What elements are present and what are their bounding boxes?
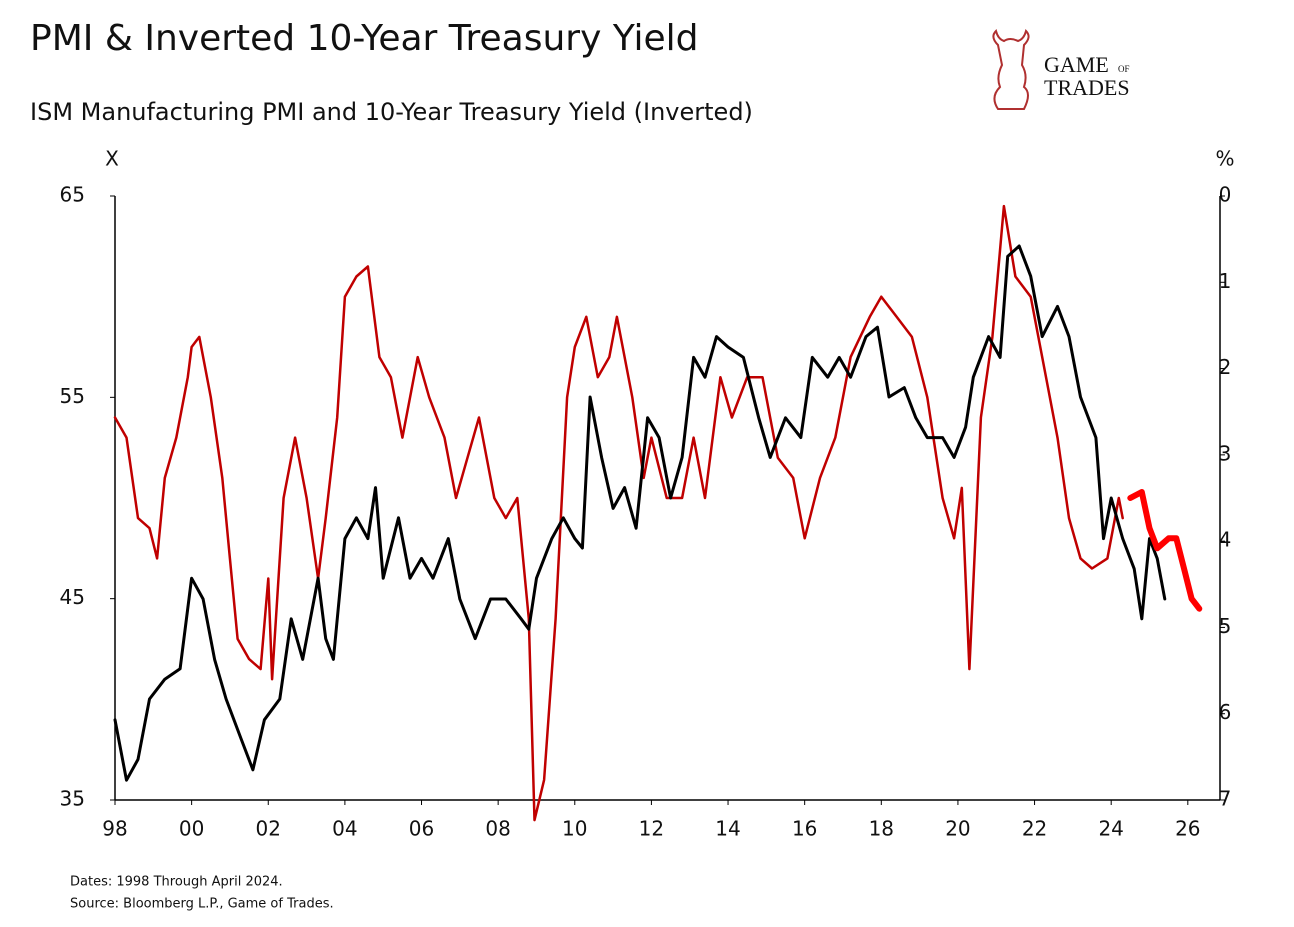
x-tick-label: 98 xyxy=(102,817,127,841)
x-tick-label: 20 xyxy=(945,817,970,841)
y-tick-label: 45 xyxy=(60,585,85,609)
x-tick-label: 14 xyxy=(715,817,740,841)
y-tick-label: 35 xyxy=(60,787,85,811)
x-tick-label: 04 xyxy=(332,817,357,841)
x-tick-label: 10 xyxy=(562,817,587,841)
x-tick-label: 24 xyxy=(1098,817,1123,841)
y-tick-label: 55 xyxy=(60,384,85,408)
x-tick-label: 02 xyxy=(256,817,281,841)
logo: GAME OF TRADES xyxy=(992,29,1130,110)
y-axis-label: X xyxy=(105,147,119,171)
x-tick-label: 06 xyxy=(409,817,434,841)
y2-tick-label: 5 xyxy=(1219,614,1232,638)
logo-icon xyxy=(992,29,1030,110)
y2-tick-label: 3 xyxy=(1219,441,1232,465)
logo-text: TRADES xyxy=(1044,75,1130,100)
chart-subtitle: ISM Manufacturing PMI and 10-Year Treasu… xyxy=(30,98,753,126)
x-tick-label: 18 xyxy=(869,817,894,841)
x-tick-label: 00 xyxy=(179,817,204,841)
note: Source: Bloomberg L.P., Game of Trades. xyxy=(70,897,334,912)
y2-axis-label: % xyxy=(1215,147,1234,171)
chart-title: PMI & Inverted 10-Year Treasury Yield xyxy=(30,18,699,59)
x-tick-label: 22 xyxy=(1022,817,1047,841)
note: Dates: 1998 Through April 2024. xyxy=(70,875,283,890)
logo-text: OF xyxy=(1118,64,1130,74)
y2-tick-label: 4 xyxy=(1219,528,1232,552)
series-line xyxy=(1127,489,1203,612)
series-line xyxy=(113,204,1124,822)
series-line xyxy=(113,244,1167,782)
y2-tick-label: 0 xyxy=(1219,183,1232,207)
y-tick-label: 65 xyxy=(60,183,85,207)
y2-tick-label: 6 xyxy=(1219,700,1232,724)
x-tick-label: 08 xyxy=(485,817,510,841)
x-tick-label: 26 xyxy=(1175,817,1200,841)
y2-tick-label: 2 xyxy=(1219,355,1232,379)
x-tick-label: 16 xyxy=(792,817,817,841)
logo-text: GAME xyxy=(1044,52,1109,77)
y2-tick-label: 1 xyxy=(1219,269,1232,293)
x-tick-label: 12 xyxy=(639,817,664,841)
y2-tick-label: 7 xyxy=(1219,787,1232,811)
